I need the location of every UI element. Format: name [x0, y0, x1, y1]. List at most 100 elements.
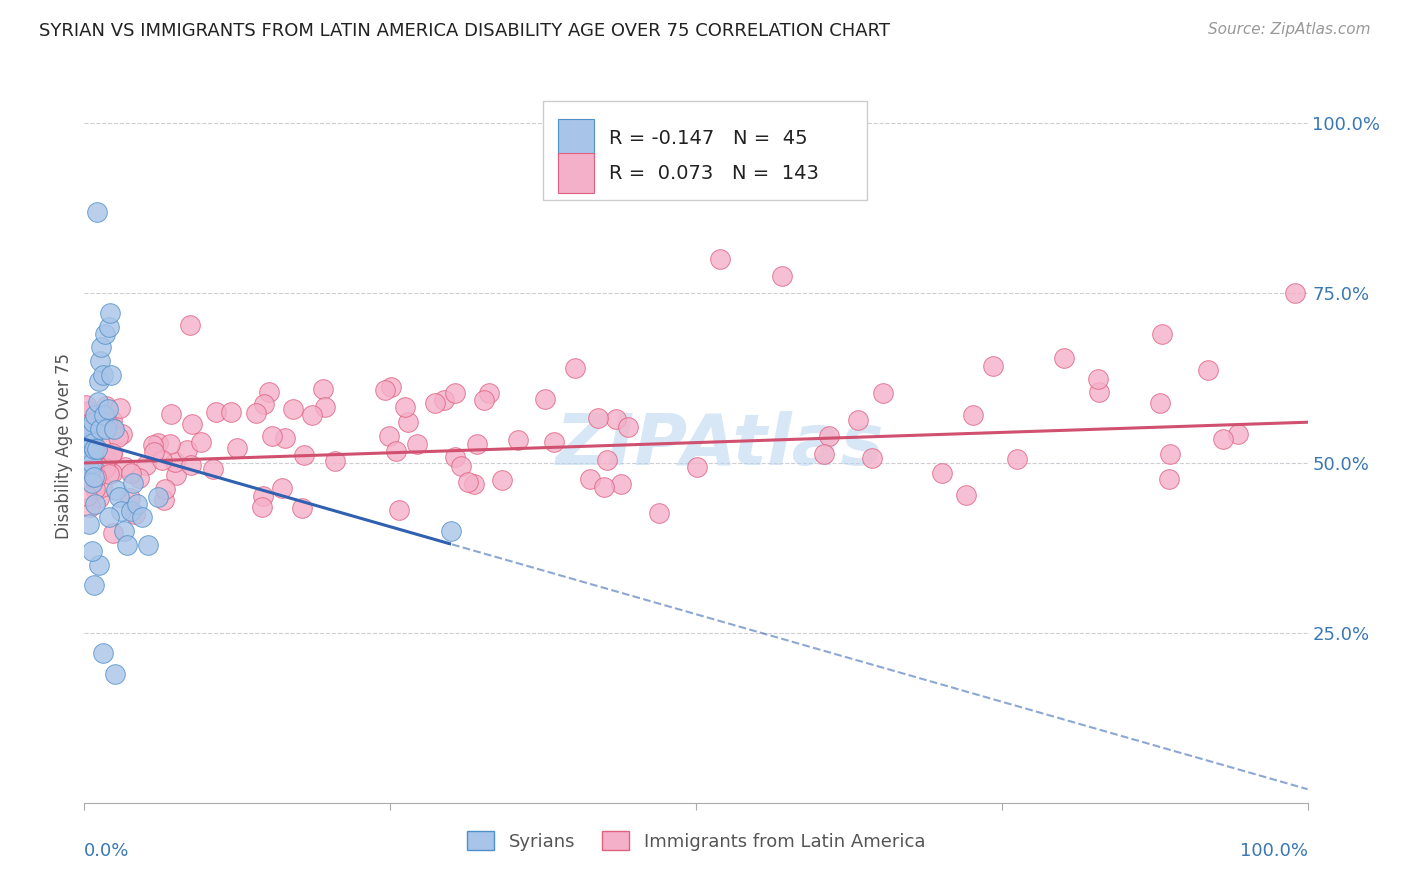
Point — [433, 392, 456, 407]
Point — [128, 471, 150, 485]
Text: R = -0.147   N =  45: R = -0.147 N = 45 — [609, 129, 807, 148]
Point — [860, 450, 883, 465]
Point — [491, 473, 513, 487]
Point — [80, 455, 103, 469]
Point — [180, 417, 202, 432]
Point — [159, 407, 181, 421]
Point — [80, 456, 103, 470]
Point — [596, 453, 619, 467]
Text: SYRIAN VS IMMIGRANTS FROM LATIN AMERICA DISABILITY AGE OVER 75 CORRELATION CHART: SYRIAN VS IMMIGRANTS FROM LATIN AMERICA … — [39, 22, 890, 40]
Point — [93, 409, 115, 423]
Point — [101, 525, 124, 540]
Point — [96, 451, 118, 466]
Point — [155, 482, 177, 496]
Legend: Syrians, Immigrants from Latin America: Syrians, Immigrants from Latin America — [460, 824, 932, 858]
Point — [165, 467, 187, 482]
Point — [122, 476, 145, 491]
Point — [96, 422, 118, 436]
Point — [605, 411, 627, 425]
Point — [90, 341, 112, 355]
Point — [77, 404, 100, 418]
Point — [100, 368, 122, 382]
Point — [1053, 351, 1076, 365]
Point — [79, 435, 101, 450]
Point — [103, 421, 125, 435]
Point — [124, 507, 146, 521]
Point — [87, 375, 110, 389]
Point — [146, 490, 169, 504]
Point — [98, 306, 121, 320]
Point — [79, 463, 101, 477]
Point — [444, 450, 467, 464]
Point — [83, 442, 105, 457]
Point — [101, 413, 124, 427]
Point — [444, 385, 467, 400]
Point — [647, 506, 669, 520]
Point — [508, 433, 530, 447]
Point — [252, 489, 274, 503]
Point — [579, 472, 602, 486]
Point — [1159, 472, 1181, 486]
Point — [125, 497, 148, 511]
Point — [817, 428, 839, 442]
Point — [1159, 447, 1181, 461]
Point — [91, 368, 114, 382]
Point — [76, 434, 98, 449]
Point — [534, 392, 557, 407]
Point — [83, 462, 105, 476]
Point — [257, 385, 280, 400]
Point — [76, 442, 98, 457]
Point — [423, 396, 446, 410]
Point — [136, 537, 159, 551]
Point — [1197, 363, 1219, 377]
Point — [378, 429, 401, 443]
Point — [846, 412, 869, 426]
Point — [97, 467, 120, 482]
Point — [75, 398, 97, 412]
Point — [87, 558, 110, 572]
Point — [176, 442, 198, 457]
Point — [931, 467, 953, 481]
Point — [77, 517, 100, 532]
Point — [103, 422, 125, 436]
FancyBboxPatch shape — [558, 120, 595, 159]
Point — [709, 252, 731, 266]
Point — [564, 361, 586, 376]
Point — [86, 470, 108, 484]
Point — [77, 435, 100, 450]
Point — [165, 455, 187, 469]
Point — [292, 448, 315, 462]
Point — [813, 447, 835, 461]
Point — [75, 414, 97, 428]
Point — [91, 434, 114, 449]
Point — [82, 415, 104, 429]
Point — [592, 480, 614, 494]
Point — [101, 467, 124, 481]
Point — [142, 445, 165, 459]
Point — [120, 466, 142, 480]
Point — [291, 501, 314, 516]
Point — [80, 434, 103, 449]
Point — [75, 443, 97, 458]
Point — [79, 416, 101, 430]
Point — [77, 429, 100, 443]
Point — [79, 456, 101, 470]
Point — [962, 408, 984, 422]
Point — [101, 447, 124, 461]
Point — [872, 385, 894, 400]
Point — [86, 204, 108, 219]
Point — [440, 524, 463, 538]
Point — [84, 442, 107, 457]
Point — [135, 458, 157, 472]
Point — [1284, 286, 1306, 301]
Point — [83, 469, 105, 483]
Point — [76, 489, 98, 503]
Point — [1087, 372, 1109, 386]
Point — [586, 411, 609, 425]
Point — [981, 359, 1004, 373]
Point — [82, 435, 104, 450]
Point — [105, 483, 128, 498]
Point — [457, 475, 479, 489]
Point — [617, 420, 640, 434]
Point — [80, 458, 103, 473]
